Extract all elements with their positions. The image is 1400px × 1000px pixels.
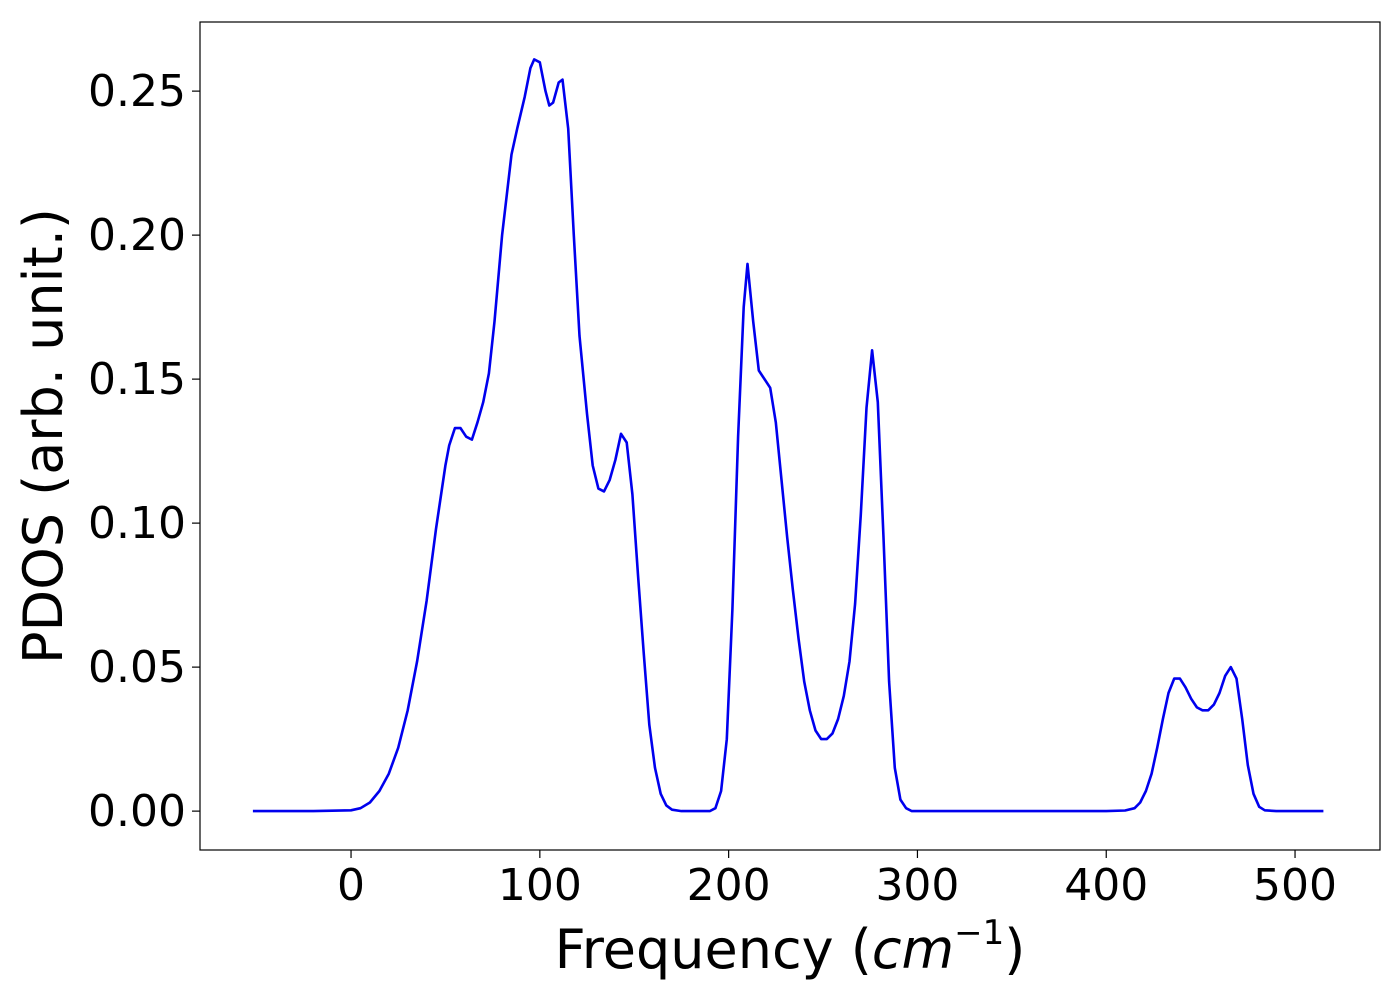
x-axis-title-main: Frequency	[555, 918, 834, 981]
y-tick-label: 0.10	[88, 498, 186, 549]
x-tick-label: 400	[1064, 860, 1148, 911]
x-axis-ticks: 0 100 200 300 400 500	[337, 850, 1337, 911]
y-axis-title: PDOS (arb. unit.)	[12, 208, 75, 664]
x-axis-unit-base: cm	[872, 918, 954, 981]
y-axis-ticks: 0.00 0.05 0.10 0.15 0.20 0.25	[88, 66, 200, 837]
x-tick-label: 500	[1253, 860, 1337, 911]
x-tick-label: 200	[687, 860, 771, 911]
x-tick-label: 300	[875, 860, 959, 911]
y-tick-label: 0.15	[88, 354, 186, 405]
x-tick-label: 0	[337, 860, 365, 911]
x-tick-label: 100	[498, 860, 582, 911]
plot-area-frame	[199, 21, 1381, 851]
y-tick-label: 0.05	[88, 642, 186, 693]
y-tick-label: 0.20	[88, 210, 186, 261]
series-layer	[252, 58, 1324, 813]
y-tick-label: 0.25	[88, 66, 186, 117]
x-axis-unit-exponent: −1	[954, 913, 1004, 953]
pdos-series-line	[252, 58, 1324, 813]
y-tick-label: 0.00	[88, 786, 186, 837]
x-axis-title: Frequency (cm−1)	[555, 913, 1026, 981]
